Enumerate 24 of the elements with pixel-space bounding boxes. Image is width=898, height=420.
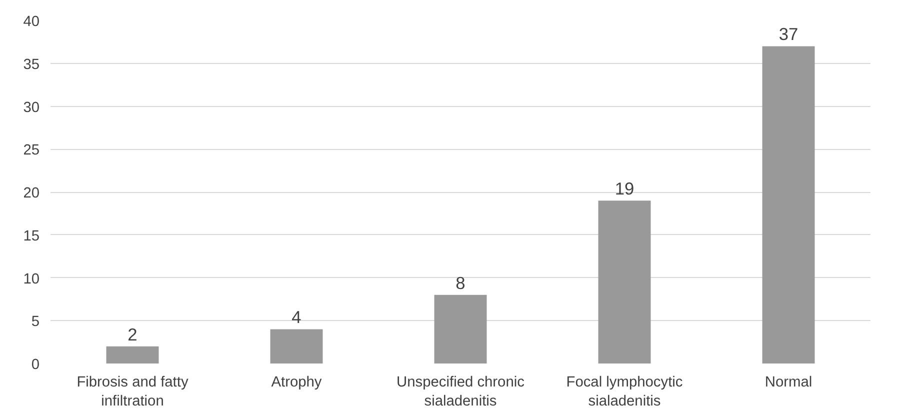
x-tick-label: Focal lymphocytic sialadenitis: [566, 374, 683, 410]
y-tick-label: 0: [31, 357, 40, 373]
y-tick-label: 25: [23, 142, 40, 159]
x-tick-label: Unspecified chronic sialadenitis: [396, 374, 524, 410]
y-tick-label: 5: [31, 314, 40, 330]
bar: [598, 200, 651, 364]
x-tick-label: Fibrosis and fatty infiltration: [76, 374, 189, 410]
bar: [434, 294, 487, 364]
y-tick-label: 10: [23, 271, 40, 288]
data-label: 8: [456, 272, 466, 293]
x-tick-label: Atrophy: [271, 374, 322, 390]
y-tick-label: 40: [23, 14, 40, 30]
y-tick-label: 20: [23, 186, 40, 202]
y-tick-label: 30: [23, 100, 40, 116]
bar: [270, 329, 323, 364]
data-label: 19: [614, 178, 634, 199]
bar: [762, 46, 815, 364]
data-label: 37: [778, 24, 798, 44]
y-tick-label: 35: [23, 56, 40, 73]
data-label: 4: [292, 307, 302, 328]
bar: [106, 346, 159, 364]
y-tick-label: 15: [23, 228, 40, 244]
x-tick-label: Normal: [764, 374, 812, 390]
data-label: 2: [128, 324, 138, 344]
